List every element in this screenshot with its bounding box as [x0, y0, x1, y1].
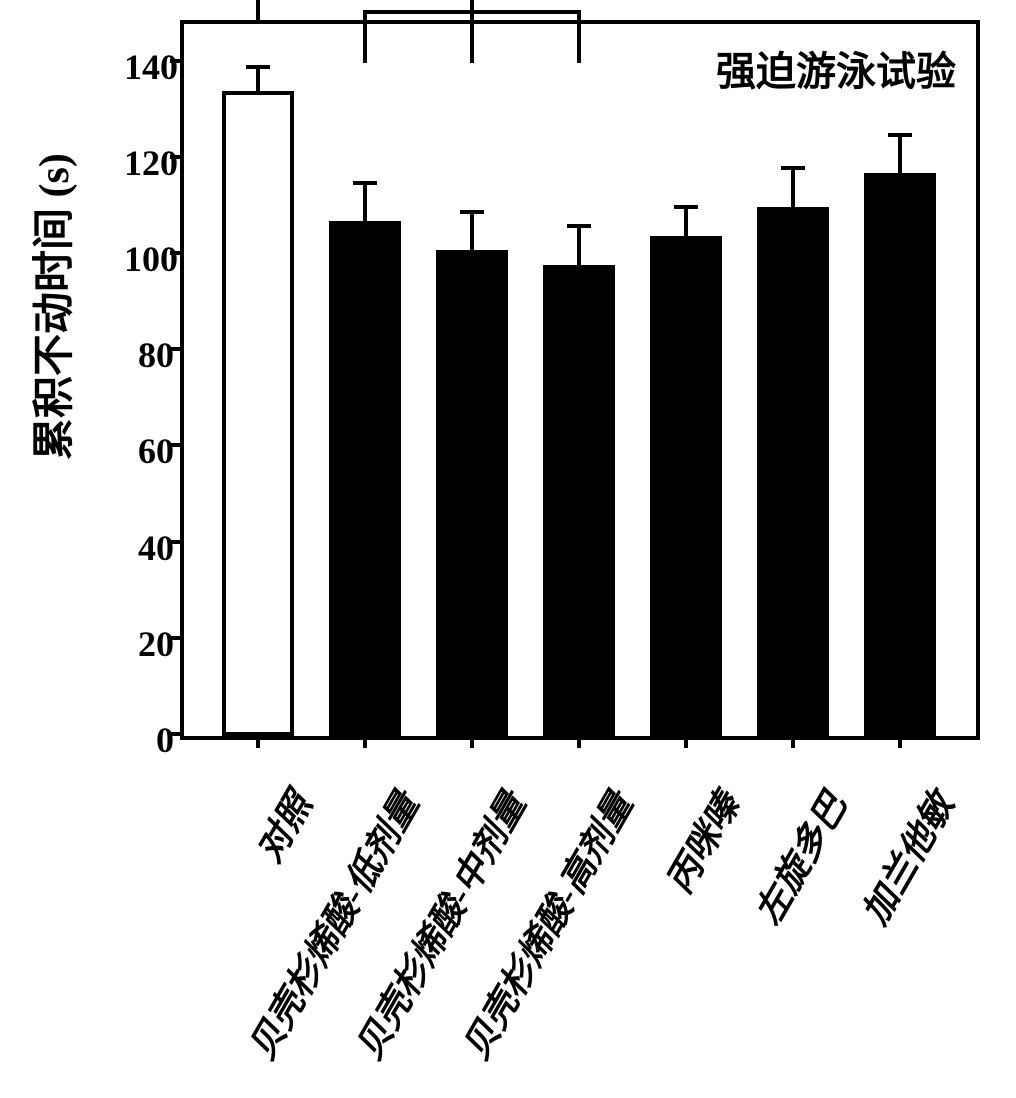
x-tick-mark	[898, 736, 902, 748]
chart-container: 累积不动时间 (s) 强迫游泳试验 *** 020406080100120140…	[0, 0, 1016, 1098]
x-tick-label: 对照	[241, 782, 322, 870]
y-axis-label: 累积不动时间 (s)	[20, 153, 81, 460]
x-tick-mark	[791, 736, 795, 748]
bar	[329, 221, 401, 736]
sig-bracket-v	[470, 0, 474, 14]
plot-frame: 强迫游泳试验 *** 020406080100120140	[180, 20, 980, 740]
y-tick-label: 20	[124, 623, 174, 665]
error-bar-cap	[353, 181, 377, 185]
bar	[436, 250, 508, 736]
y-tick-mark	[170, 251, 180, 255]
y-tick-label: 120	[124, 142, 174, 184]
y-tick-mark	[170, 732, 180, 736]
error-bar	[470, 212, 474, 250]
error-bar-cap	[888, 133, 912, 137]
x-tick-mark	[577, 736, 581, 748]
x-tick-label: 丙咪嗪	[651, 782, 750, 902]
error-bar	[791, 168, 795, 206]
y-tick-mark	[170, 155, 180, 159]
bar	[864, 173, 936, 736]
bars-area: ***	[184, 24, 976, 736]
error-bar-cap	[674, 205, 698, 209]
error-bar	[256, 67, 260, 91]
y-tick-mark	[170, 347, 180, 351]
y-tick-label: 60	[124, 430, 174, 472]
sig-bracket-v	[256, 0, 260, 24]
x-tick-mark	[684, 736, 688, 748]
sig-bracket-v	[363, 10, 367, 62]
x-tick-label: 左旋多巴	[740, 782, 857, 933]
error-bar-cap	[460, 210, 484, 214]
bar	[222, 91, 294, 736]
y-tick-mark	[170, 540, 180, 544]
y-tick-label: 140	[124, 46, 174, 88]
error-bar	[363, 183, 367, 221]
x-tick-label: 加兰他敏	[847, 782, 964, 933]
x-tick-mark	[256, 736, 260, 748]
error-bar-cap	[781, 166, 805, 170]
x-labels-area: 对照贝壳杉烯酸-低剂量贝壳杉烯酸-中剂量贝壳杉烯酸-高剂量丙咪嗪左旋多巴加兰他敏	[180, 760, 980, 1090]
bar	[650, 236, 722, 736]
bar	[543, 265, 615, 736]
x-tick-mark	[363, 736, 367, 748]
bar	[757, 207, 829, 736]
sig-bracket-v	[470, 10, 474, 62]
error-bar	[898, 135, 902, 173]
y-tick-label: 40	[124, 527, 174, 569]
y-tick-label: 80	[124, 334, 174, 376]
sig-bracket-v	[577, 10, 581, 62]
y-tick-mark	[170, 443, 180, 447]
y-tick-label: 100	[124, 238, 174, 280]
error-bar-cap	[246, 65, 270, 69]
y-tick-label: 0	[124, 719, 174, 761]
error-bar-cap	[567, 224, 591, 228]
error-bar	[684, 207, 688, 236]
y-tick-mark	[170, 636, 180, 640]
y-tick-mark	[170, 59, 180, 63]
x-tick-mark	[470, 736, 474, 748]
error-bar	[577, 226, 581, 264]
